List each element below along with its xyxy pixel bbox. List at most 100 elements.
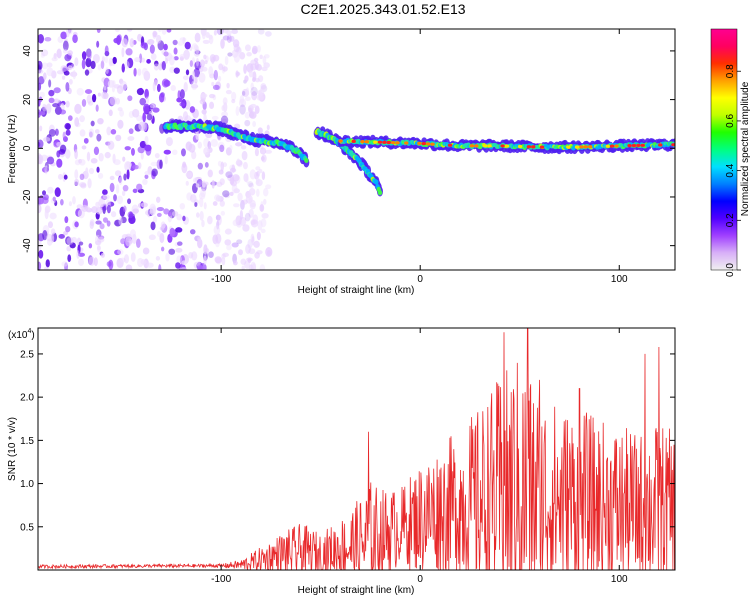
spectrogram-noise-blob xyxy=(81,204,89,212)
spectrogram-noise-blob xyxy=(261,171,266,181)
spectrogram-noise-blob xyxy=(171,210,179,217)
spectrogram-noise-blob xyxy=(185,69,190,76)
spectrogram-noise-blob xyxy=(177,90,181,100)
spectrogram-noise-blob xyxy=(176,241,183,246)
spectrogram-noise-blob xyxy=(106,205,111,214)
spectrogram-noise-blob xyxy=(97,117,104,125)
snr-y-tick-label: 1.5 xyxy=(20,436,34,447)
spectrogram-ridge-peak xyxy=(500,144,505,148)
spectrogram-noise-blob xyxy=(67,115,73,121)
spectrogram-noise-blob xyxy=(164,57,168,64)
spectrogram-noise-blob xyxy=(128,128,134,135)
spectrogram-noise-blob xyxy=(65,123,71,130)
spectrogram-noise-blob xyxy=(64,262,69,270)
spectrogram-noise-blob xyxy=(48,89,55,97)
spectrogram-noise-blob xyxy=(248,70,254,78)
spectrogram-noise-blob xyxy=(154,60,159,67)
spectrogram-noise-blob xyxy=(156,34,162,44)
spectrogram-noise-blob xyxy=(251,91,258,101)
spectrogram-noise-blob xyxy=(140,202,148,208)
spectrogram-noise-blob xyxy=(253,240,260,248)
spectrogram-noise-blob xyxy=(165,252,170,262)
spectrogram-noise-blob xyxy=(76,87,84,96)
spectrogram-noise-blob xyxy=(170,84,176,92)
spectrogram-noise-blob xyxy=(64,53,72,62)
spectrogram-noise-blob xyxy=(62,40,69,51)
spectrogram-x-tick-label: 100 xyxy=(611,274,628,285)
spectrogram-noise-blob xyxy=(224,55,229,66)
spectrogram-noise-blob xyxy=(254,105,260,115)
spectrogram-noise-blob xyxy=(231,242,239,248)
spectrogram-noise-blob xyxy=(96,29,101,34)
spectrogram-noise-blob xyxy=(59,109,67,115)
spectrogram-noise-blob xyxy=(127,198,132,205)
spectrogram-ridge-peak xyxy=(360,140,365,144)
spectrogram-noise-blob xyxy=(46,233,53,242)
spectrogram-noise-blob xyxy=(250,219,259,228)
spectrogram-noise-blob xyxy=(102,189,108,196)
spectrogram-noise-blob xyxy=(106,220,111,227)
spectrogram-noise-blob xyxy=(226,244,232,251)
spectrogram-noise-blob xyxy=(252,121,257,128)
spectrogram-noise-blob xyxy=(185,171,193,178)
spectrogram-noise-blob xyxy=(149,44,155,54)
spectrogram-noise-blob xyxy=(231,164,236,173)
spectrogram-noise-blob xyxy=(42,230,48,241)
spectrogram-noise-blob xyxy=(211,115,219,121)
spectrogram-noise-blob xyxy=(94,129,100,134)
spectrogram-noise-blob xyxy=(216,181,223,187)
spectrogram-noise-blob xyxy=(121,47,125,58)
spectrogram-noise-blob xyxy=(239,104,246,115)
spectrogram-noise-blob xyxy=(87,51,92,60)
spectrogram-noise-blob xyxy=(260,228,266,234)
spectrogram-noise-blob xyxy=(38,76,45,85)
spectrogram-noise-blob xyxy=(227,52,233,57)
spectrogram-noise-blob xyxy=(146,262,154,268)
spectrogram-noise-blob xyxy=(256,231,261,241)
spectrogram-noise-blob xyxy=(184,41,191,50)
spectrogram-y-label: Frequency (Hz) xyxy=(7,115,18,184)
spectrogram-noise-blob xyxy=(261,154,267,163)
spectrogram-noise-blob xyxy=(96,40,100,48)
spectrogram-noise-blob xyxy=(132,164,140,170)
spectrogram-noise-blob xyxy=(147,38,155,45)
spectrogram-y-tick-label: 20 xyxy=(22,94,33,106)
spectrogram-noise-blob xyxy=(204,60,208,65)
spectrogram-noise-blob xyxy=(151,168,158,177)
spectrogram-noise-blob xyxy=(71,236,78,244)
spectrogram-y-tick-label: -40 xyxy=(22,238,33,253)
spectrogram-noise-blob xyxy=(102,217,109,223)
spectrogram-noise-blob xyxy=(133,67,137,77)
spectrogram-noise-blob xyxy=(181,260,188,266)
spectrogram-noise-blob xyxy=(150,161,158,167)
spectrogram-noise-blob xyxy=(160,246,165,252)
spectrogram-noise-blob xyxy=(98,152,104,162)
spectrogram-noise-blob xyxy=(182,37,186,45)
spectrogram-noise-blob xyxy=(74,103,82,114)
spectrogram-noise-blob xyxy=(65,100,70,108)
spectrogram-noise-blob xyxy=(145,96,150,105)
spectrogram-noise-blob xyxy=(88,256,96,266)
spectrogram-noise-blob xyxy=(249,199,256,210)
spectrogram-noise-blob xyxy=(72,196,76,205)
spectrogram-noise-blob xyxy=(197,238,203,249)
spectrogram-noise-blob xyxy=(251,47,258,55)
spectrogram-noise-blob xyxy=(144,88,149,99)
spectrogram-noise-blob xyxy=(257,29,265,35)
spectrogram-noise-blob xyxy=(212,84,220,90)
spectrogram-noise-blob xyxy=(156,83,161,93)
spectrogram-noise-blob xyxy=(66,245,72,252)
spectrogram-ridge-peak xyxy=(469,144,475,148)
spectrogram-noise-blob xyxy=(87,178,92,189)
spectrogram-noise-blob xyxy=(122,156,126,162)
spectrogram-noise-blob xyxy=(67,50,73,56)
spectrogram-noise-blob xyxy=(242,161,248,170)
spectrogram-noise-blob xyxy=(106,261,112,267)
spectrogram-noise-blob xyxy=(38,42,41,51)
spectrogram-noise-blob xyxy=(242,199,248,205)
spectrogram-noise-blob xyxy=(230,180,238,187)
spectrogram-noise-blob xyxy=(122,184,129,192)
spectrogram-noise-blob xyxy=(203,255,207,265)
spectrogram-noise-blob xyxy=(177,40,184,46)
spectrogram-noise-blob xyxy=(260,83,267,90)
